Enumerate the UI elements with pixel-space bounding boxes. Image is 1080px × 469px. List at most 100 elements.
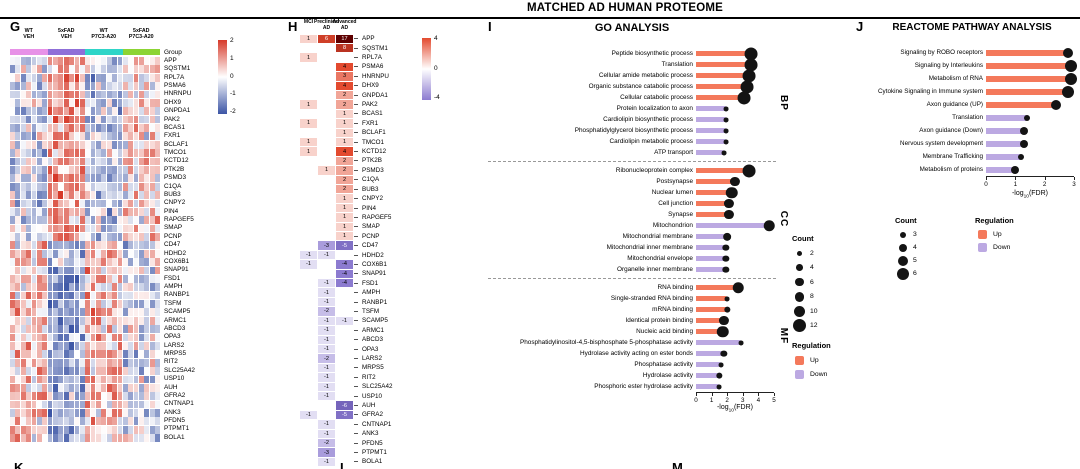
h-gene-label: OPA3 (362, 345, 379, 353)
heatmap-cell (149, 82, 155, 90)
heatmap-cell (47, 115, 53, 124)
heatmap-cell (155, 132, 160, 141)
h-value-cell: 1 (300, 34, 317, 43)
heatmap-cell (117, 333, 123, 342)
heatmap-cell (112, 274, 117, 283)
panel-h-letter: H (288, 19, 298, 34)
table-colorbar-ticks: 4 0 -4 (434, 35, 440, 101)
h-table-row: -1 ABCD3 (300, 335, 482, 344)
count-legend-item: 8 (792, 290, 831, 305)
heatmap-cell (63, 191, 69, 199)
heatmap-cell (85, 124, 91, 132)
pathway-term-label: Phosphoric ester hydrolase activity (594, 383, 693, 390)
gene-label: APP (164, 56, 177, 64)
heatmap-cell (106, 249, 112, 258)
heatmap-cell (106, 224, 112, 233)
heatmap-cell (74, 73, 80, 82)
heatmap-cell (117, 57, 123, 65)
heatmap-cell (20, 107, 26, 116)
heatmap-cell (117, 149, 123, 157)
pathway-row: Single-stranded RNA binding (488, 293, 776, 304)
gene-label: LARS2 (164, 341, 185, 349)
heatmap-cell (149, 333, 155, 342)
heatmap-cell (139, 107, 144, 116)
group-annotation-bar (10, 49, 160, 55)
heatmap-cell (36, 82, 42, 90)
reactome-regulation-legend: Regulation Up Down (975, 216, 1014, 254)
heatmap-cell (63, 425, 69, 434)
heatmap-cell (133, 258, 139, 266)
heatmap-cell (74, 165, 80, 174)
heatmap-cell (58, 342, 64, 350)
heatmap-cell (90, 65, 96, 74)
count-legend-item: 6 (895, 267, 917, 280)
heatmap-cell (101, 325, 107, 334)
heatmap-cell (79, 434, 85, 442)
gene-label: PCNP (164, 232, 182, 240)
h-value-cell (300, 317, 317, 325)
heatmap-cell (69, 149, 74, 157)
heatmap-cell (15, 107, 21, 116)
heatmap-cell (20, 291, 26, 300)
pathway-bar (986, 139, 1029, 148)
heatmap-cell (133, 266, 139, 275)
heatmap-cell (69, 165, 74, 174)
heatmap-cell (10, 291, 15, 300)
heatmap-cell (149, 409, 155, 417)
h-row-tick (354, 100, 360, 109)
h-value-cell (300, 430, 317, 438)
heatmap-cell (63, 266, 69, 275)
h-value-cell (300, 223, 317, 231)
heatmap-cell (26, 73, 31, 82)
heatmap-cell (42, 409, 48, 417)
heatmap-cell (149, 383, 155, 392)
heatmap-cell (117, 409, 123, 417)
heatmap-cell (117, 124, 123, 132)
heatmap-cell (31, 249, 37, 258)
heatmap-cell (74, 124, 80, 132)
heatmap-cell (74, 274, 80, 283)
h-gene-label: GNPDA1 (362, 91, 388, 99)
heatmap-cell (155, 73, 160, 82)
heatmap-cell (128, 283, 134, 292)
heatmap-cell (90, 400, 96, 409)
heatmap-cell (26, 316, 31, 325)
heatmap-cell (85, 350, 91, 359)
h-row-tick (354, 147, 360, 156)
pathway-term-label: RNA binding (657, 284, 693, 291)
heatmap-cell (85, 182, 91, 191)
heatmap-cell (117, 199, 123, 208)
group-annotation-label: Group (164, 49, 182, 56)
heatmap-cell (47, 333, 53, 342)
heatmap-cell (90, 342, 96, 350)
heatmap-cell (10, 90, 15, 99)
group-color-segment (10, 49, 48, 55)
heatmap-cell (42, 308, 48, 317)
heatmap-cell (47, 90, 53, 99)
heatmap-cell (20, 199, 26, 208)
heatmap-cell (20, 417, 26, 426)
heatmap-cell (47, 375, 53, 384)
heatmap-cell (58, 350, 64, 359)
heatmap-cell (20, 392, 26, 401)
heatmap-cell (74, 316, 80, 325)
heatmap-cell (106, 375, 112, 384)
h-table-row: 2 C1QA (300, 175, 482, 184)
heatmap-cell (144, 224, 150, 233)
heatmap-cell (63, 73, 69, 82)
count-dot (723, 232, 732, 241)
pathway-bar (986, 114, 1031, 121)
heatmap-cell (69, 90, 74, 99)
h-row-tick (354, 316, 360, 325)
heatmap-cell (128, 174, 134, 183)
heatmap-cell (112, 425, 117, 434)
heatmap-cell (74, 249, 80, 258)
heatmap-cell (74, 375, 80, 384)
heatmap-cell (106, 367, 112, 375)
heatmap-cell (133, 434, 139, 442)
h-value-cell (300, 326, 317, 334)
heatmap-cell (133, 207, 139, 216)
pathway-term-label: Translation (952, 114, 983, 121)
regulation-swatch (978, 230, 987, 239)
heatmap-cell (42, 400, 48, 409)
